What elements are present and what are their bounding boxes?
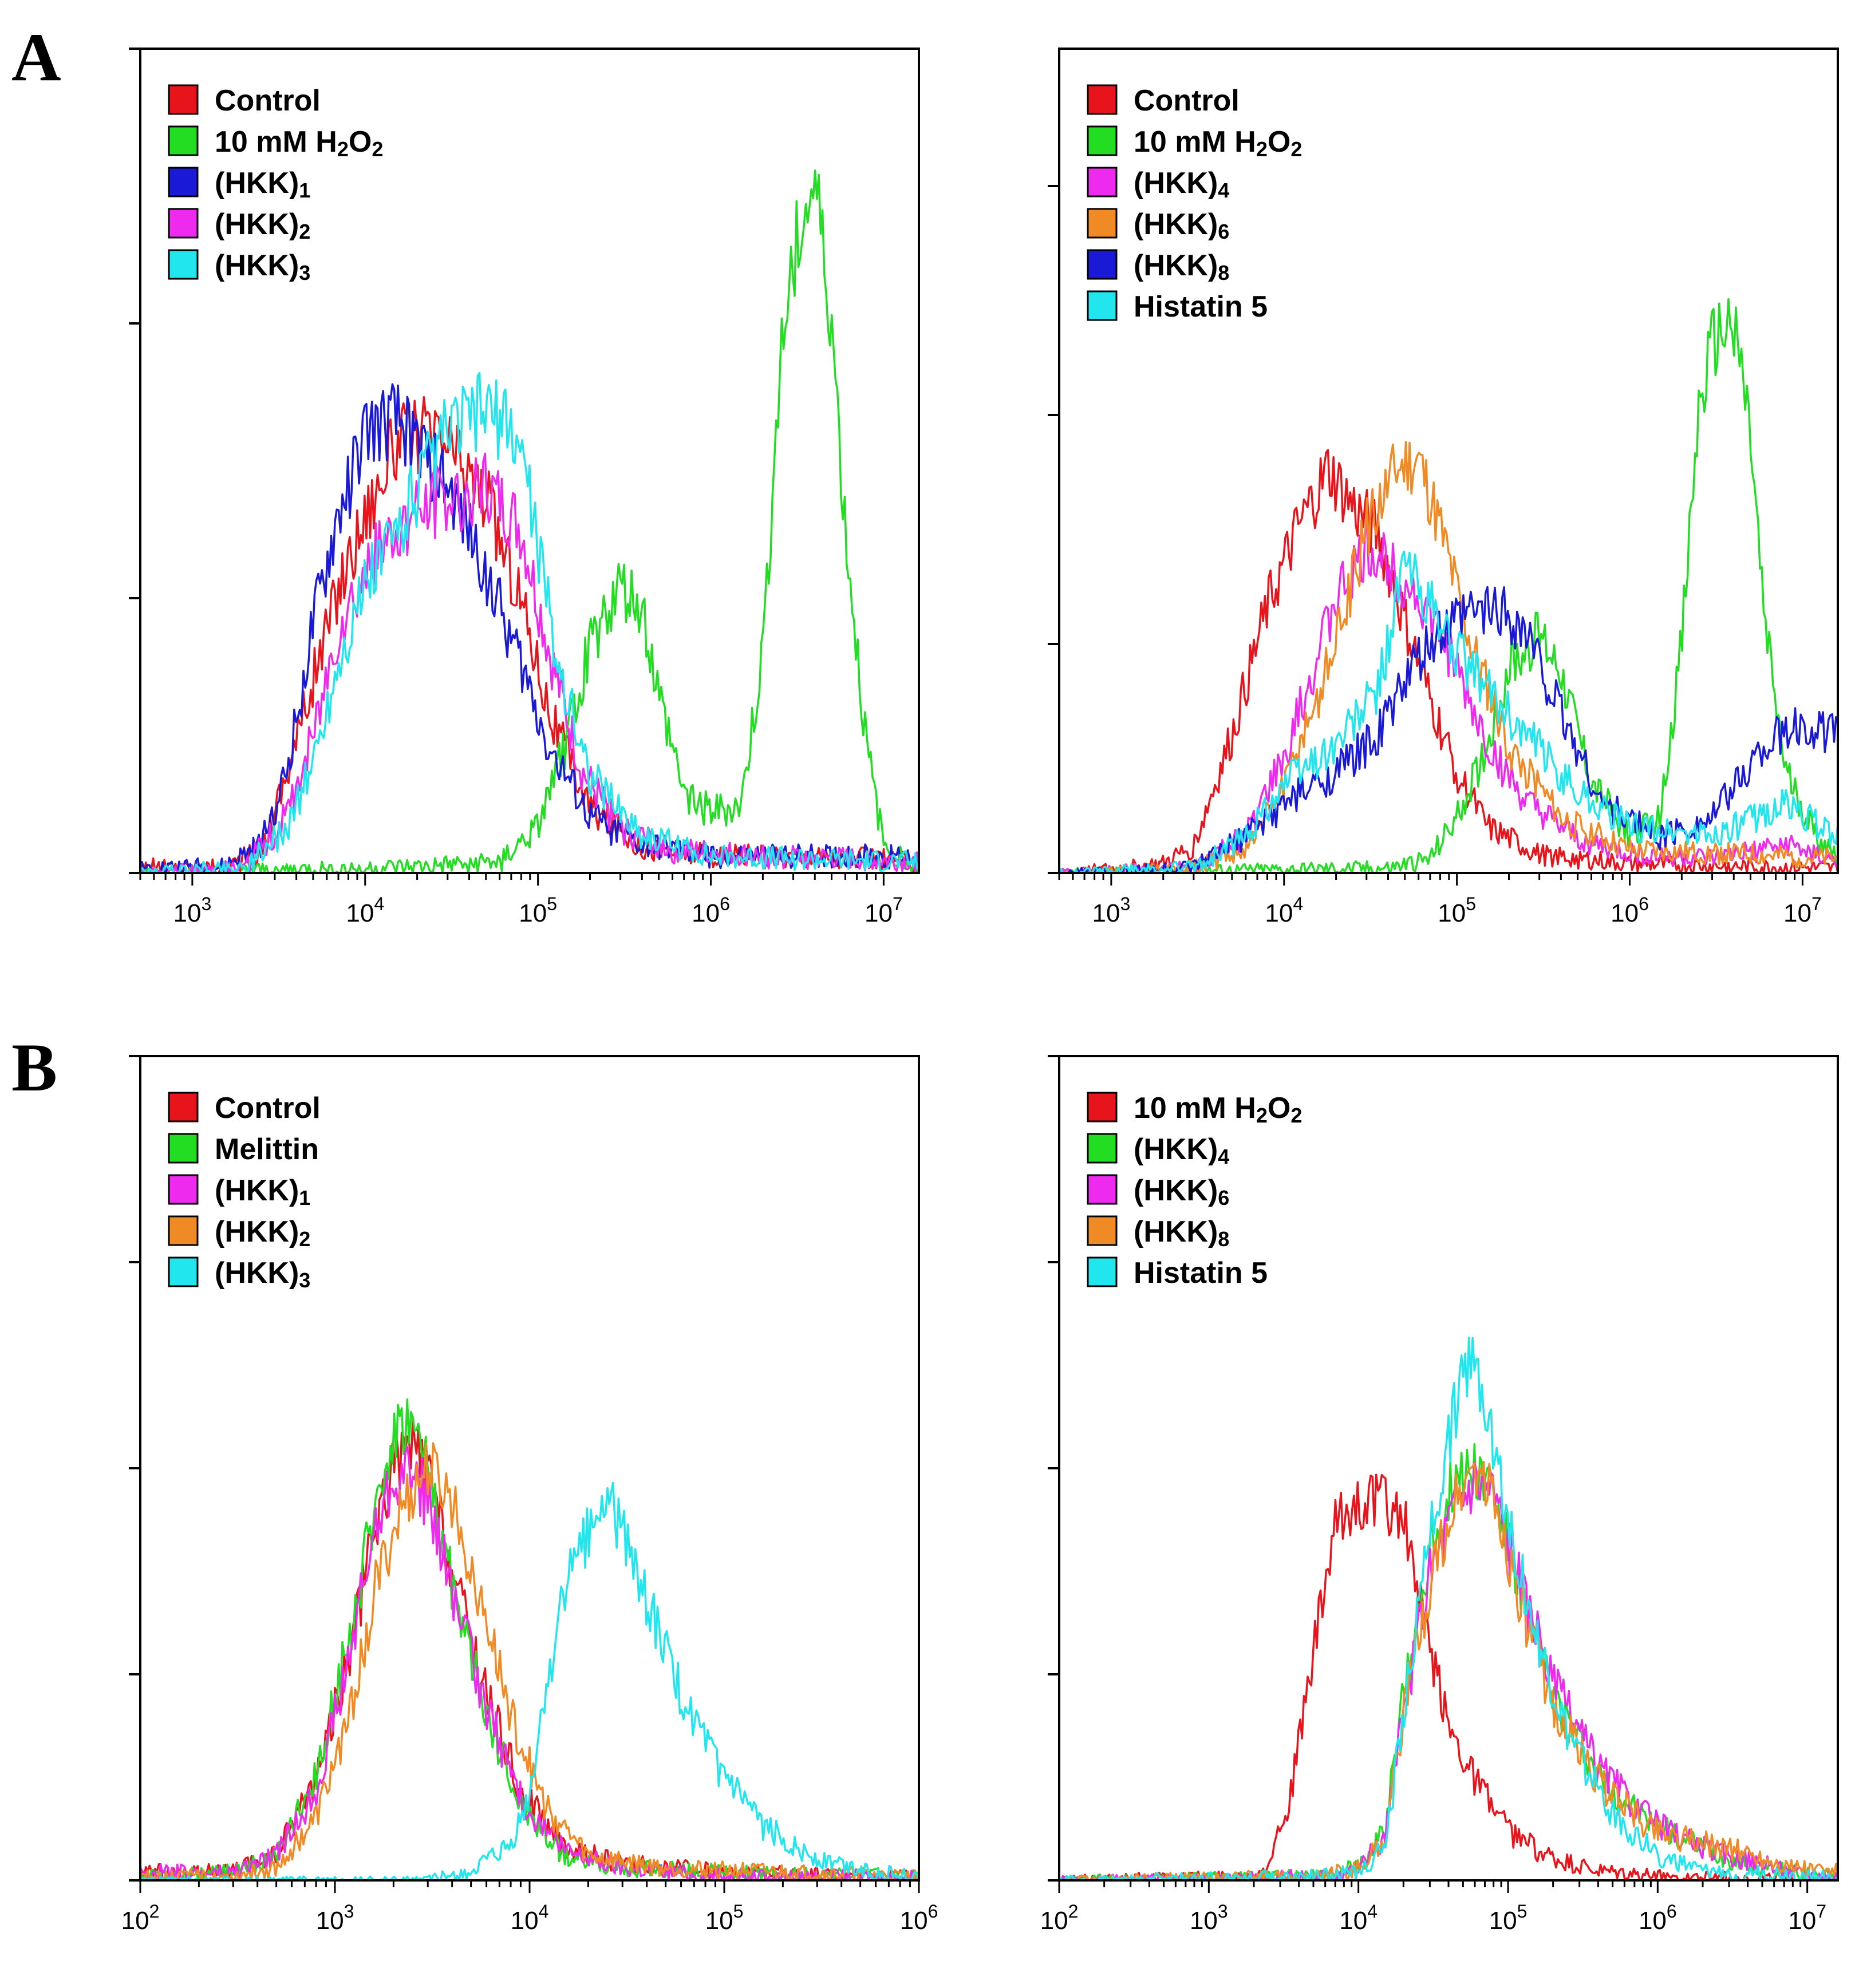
legend-label: Histatin 5 xyxy=(1134,290,1268,323)
x-tick-label: 107 xyxy=(1783,894,1822,927)
legend-swatch xyxy=(168,167,199,197)
legend-swatch xyxy=(1087,290,1118,321)
series-line--hkk-1 xyxy=(140,383,920,874)
x-tick-label: 105 xyxy=(519,894,557,927)
x-tick-label: 103 xyxy=(1092,894,1130,927)
x-tick-label: 103 xyxy=(316,1901,354,1935)
legend-swatch xyxy=(1087,1174,1118,1205)
x-tick-label: 104 xyxy=(511,1901,549,1935)
legend-label: Control xyxy=(215,84,321,117)
legend-label: Control xyxy=(1134,84,1240,117)
legend-label: Histatin 5 xyxy=(1134,1256,1268,1290)
x-tick-label: 105 xyxy=(1489,1901,1528,1935)
legend-swatch xyxy=(168,1133,199,1164)
series-line-histatin-5 xyxy=(1058,550,1839,874)
panel-label-b: B xyxy=(11,1029,57,1105)
legend-swatch xyxy=(1087,208,1118,239)
legend-label: (HKK)4 xyxy=(1134,1133,1229,1168)
series-line--hkk-3 xyxy=(139,1481,920,1882)
legend-label: (HKK)2 xyxy=(215,1215,310,1251)
legend-label: 10 mM H2O2 xyxy=(1134,1092,1302,1127)
x-tick-label: 102 xyxy=(121,1901,160,1935)
legend-label: (HKK)8 xyxy=(1134,249,1229,284)
legend-swatch xyxy=(1087,167,1118,197)
chart-b-right: 102 103 104 105 106 107 10 mM H2O2 (HKK)4 (HKK)6… xyxy=(1040,1055,1839,1935)
legend-swatch xyxy=(168,249,199,280)
legend-label: (HKK)6 xyxy=(1134,1174,1229,1210)
series-line--hkk-2 xyxy=(139,452,920,874)
x-tick-label: 106 xyxy=(900,1901,938,1935)
chart-a-right: 103 104 105 106 107 Control 10 mM H2O2 (HKK)4 (H… xyxy=(1048,48,1839,927)
series-line-melittin xyxy=(139,1398,920,1882)
legend-swatch xyxy=(168,1174,199,1205)
legend-swatch xyxy=(168,1215,199,1246)
legend-swatch xyxy=(1087,1256,1118,1287)
x-tick-label: 103 xyxy=(1190,1901,1228,1935)
x-tick-label: 103 xyxy=(173,894,211,927)
x-tick-label: 105 xyxy=(705,1901,744,1935)
legend-label: (HKK)2 xyxy=(215,208,310,243)
x-tick-label: 106 xyxy=(1611,894,1649,927)
x-tick-label: 107 xyxy=(865,894,903,927)
x-tick-label: 105 xyxy=(1438,894,1476,927)
series-line-histatin-5 xyxy=(1058,1336,1839,1882)
series-line--hkk-8 xyxy=(1059,1460,1839,1882)
legend-swatch xyxy=(1087,1092,1118,1123)
legend-label: Control xyxy=(215,1092,321,1125)
legend-swatch xyxy=(168,84,199,115)
series-line--hkk-3 xyxy=(139,372,920,874)
legend-swatch xyxy=(168,1256,199,1287)
legend-label: 10 mM H2O2 xyxy=(1134,125,1302,161)
legend-swatch xyxy=(1087,249,1118,280)
x-tick-label: 106 xyxy=(692,894,730,927)
series-line--hkk-2 xyxy=(139,1442,920,1882)
x-tick-label: 107 xyxy=(1788,1901,1826,1935)
legend-label: (HKK)3 xyxy=(215,1256,310,1292)
legend-label: (HKK)4 xyxy=(1134,167,1229,202)
legend-swatch xyxy=(168,125,199,156)
legend-swatch xyxy=(1087,84,1118,115)
x-tick-label: 104 xyxy=(1339,1901,1378,1935)
legend-label: (HKK)1 xyxy=(215,1174,310,1210)
legend-label: (HKK)3 xyxy=(215,249,310,284)
chart-a-left: 103 104 105 106 107 Control 10 mM H2O2 (HKK)1 (H… xyxy=(129,48,920,927)
chart-b-left: 102 103 104 105 106 Control Melittin (HKK)1 (HKK… xyxy=(121,1055,938,1935)
legend-swatch xyxy=(1087,1133,1118,1164)
series-line--hkk-4 xyxy=(1059,521,1838,874)
panel-label-a: A xyxy=(11,19,61,95)
legend-label: (HKK)8 xyxy=(1134,1215,1229,1251)
x-tick-label: 104 xyxy=(1265,894,1303,927)
legend-swatch xyxy=(168,1092,199,1123)
legend-label: 10 mM H2O2 xyxy=(215,125,383,161)
x-tick-label: 102 xyxy=(1040,1901,1079,1935)
legend-swatch xyxy=(168,208,199,239)
series-line-10-mm-h2o2 xyxy=(1058,298,1839,874)
series-line--hkk-6 xyxy=(1059,1461,1839,1882)
x-tick-label: 106 xyxy=(1639,1901,1677,1935)
legend-label: (HKK)1 xyxy=(215,167,310,202)
legend-swatch xyxy=(1087,1215,1118,1246)
legend-label: Melittin xyxy=(215,1133,319,1166)
legend-label: (HKK)6 xyxy=(1134,208,1229,243)
x-tick-label: 104 xyxy=(346,894,384,927)
legend-swatch xyxy=(1087,125,1118,156)
